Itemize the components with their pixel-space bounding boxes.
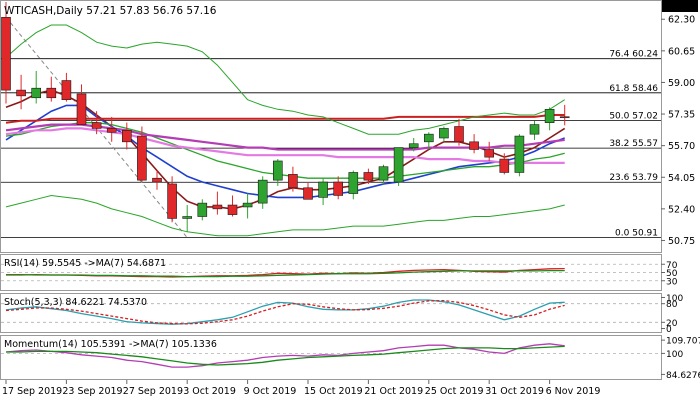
x-tick-label: 27 Sep 2019 (123, 386, 183, 397)
candle-down (16, 89, 26, 97)
candle-up (272, 160, 283, 181)
stochastic-axis-label: 0 (666, 325, 672, 335)
candle-down (484, 149, 495, 158)
candle-up (378, 166, 389, 181)
stochastic-series-line (5, 299, 565, 325)
y-tick-label: 55.70 (668, 141, 695, 152)
candle-down (333, 181, 344, 196)
x-tick-label: 9 Oct 2019 (244, 386, 297, 397)
momentum-axis-label: 100 (666, 350, 683, 360)
overlay-ma-red (5, 114, 565, 124)
candle-down (137, 135, 147, 181)
x-tick-label: 15 Oct 2019 (304, 386, 363, 397)
candle-up (318, 181, 328, 198)
x-tick-label: 31 Oct 2019 (485, 386, 544, 397)
fib-label: 23.6 53.79 (609, 173, 658, 183)
candle-down (91, 122, 102, 129)
y-tick-label: 62.30 (668, 15, 695, 26)
y-tick-label: 52.40 (668, 204, 695, 215)
candle-up (408, 143, 419, 148)
x-tick-label: 3 Oct 2019 (183, 386, 236, 397)
candle-up (439, 128, 449, 139)
chart-header: WTICASH,Daily 57.21 57.83 56.76 57.16 (4, 5, 217, 17)
x-tick-label: 6 Nov 2019 (546, 386, 601, 397)
y-tick-label: 60.65 (668, 46, 695, 57)
main-panel-frame (0, 0, 662, 253)
candle-down (227, 204, 238, 215)
price-layer: 76.4 60.24 61.8 58.46 50.0 57.02 38.2 55.57… (1, 2, 661, 238)
fib-label: 38.2 55.57 (609, 139, 658, 149)
candle-up (514, 135, 525, 173)
stochastic-axis-label: 80 (666, 300, 678, 310)
rsi-axis-label: 70 (666, 261, 678, 271)
candle-down (76, 93, 87, 125)
candle-down (61, 80, 72, 100)
last-price-badge (662, 0, 698, 12)
rsi-title: RSI(14) 59.5545 ->MA(7) 54.6871 (4, 258, 166, 269)
overlay-bollinger (5, 194, 565, 237)
candle-down (46, 87, 57, 99)
fib-label: 76.4 60.24 (609, 50, 658, 60)
momentum-axis-label: 109.7072 (666, 337, 700, 347)
x-tick-label: 17 Sep 2019 (2, 386, 62, 397)
x-tick-label: 25 Oct 2019 (425, 386, 484, 397)
candle-up (182, 216, 192, 219)
momentum-series-line (6, 345, 565, 366)
candle-down (152, 177, 162, 183)
fib-label: 0.0 50.91 (615, 228, 658, 238)
candle-up (31, 87, 42, 99)
y-tick-label: 54.05 (668, 173, 695, 184)
stochastic-axis-label: 20 (666, 319, 678, 329)
axis-layer: 62.30 60.65 59.00 57.35 55.70 54.05 52.40 50.75… (2, 0, 700, 397)
stochastic-axis-label: 100 (666, 294, 683, 304)
x-tick-label: 23 Sep 2019 (62, 386, 122, 397)
y-tick-label: 59.00 (668, 78, 695, 89)
momentum-axis-label: 84.6276 (666, 371, 700, 381)
y-tick-label: 50.75 (668, 236, 695, 247)
candle-up (257, 179, 268, 204)
candle-down (499, 158, 510, 173)
last-price-label: 57.16 (666, 0, 696, 3)
candle-down (106, 128, 117, 133)
candle-down (469, 141, 479, 150)
momentum-panel-frame (0, 335, 662, 380)
rsi-axis-label: 30 (666, 277, 678, 287)
candle-down (303, 187, 313, 200)
stochastic-series-line (5, 299, 565, 325)
stoch-panel-frame (0, 293, 662, 333)
candle-down (212, 204, 223, 210)
fib-label: 61.8 58.46 (609, 84, 658, 94)
candle-down (1, 17, 11, 91)
candle-down (363, 172, 374, 181)
candle-up (348, 172, 359, 194)
x-tick-label: 21 Oct 2019 (364, 386, 423, 397)
fib-label: 50.0 57.02 (609, 111, 658, 121)
momentum-series-line (5, 343, 565, 368)
candle-up (544, 108, 555, 123)
candle-up (529, 124, 540, 135)
candle-down (288, 174, 298, 189)
overlay-bollinger (5, 24, 565, 135)
candle-up (423, 133, 434, 143)
candle-down (559, 116, 570, 119)
candle-up (242, 202, 253, 208)
stoch-title: Stoch(5,3,3) 84.6221 74.5370 (4, 297, 147, 308)
candle-down (167, 183, 177, 219)
momentum-title: Momentum(14) 105.5391 ->MA(7) 105.1336 (4, 339, 217, 350)
y-tick-label: 57.35 (668, 110, 695, 121)
candle-up (197, 202, 208, 217)
rsi-series-line (6, 269, 565, 278)
candle-down (122, 130, 132, 143)
candle-down (454, 126, 464, 143)
indicator-layer (1, 263, 661, 368)
candle-up (393, 147, 404, 183)
rsi-axis-label: 50 (666, 269, 678, 279)
overlay-ma-pink (5, 127, 565, 164)
